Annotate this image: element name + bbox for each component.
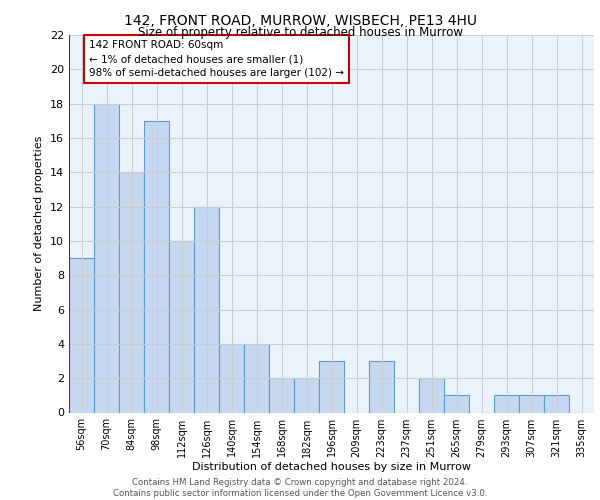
Bar xyxy=(294,378,319,412)
Bar xyxy=(444,396,469,412)
Bar xyxy=(194,206,219,412)
Bar xyxy=(269,378,294,412)
Bar xyxy=(519,396,544,412)
Bar xyxy=(94,104,119,412)
X-axis label: Distribution of detached houses by size in Murrow: Distribution of detached houses by size … xyxy=(192,462,471,472)
Bar xyxy=(494,396,519,412)
Bar xyxy=(544,396,569,412)
Bar xyxy=(319,361,344,412)
Text: 142, FRONT ROAD, MURROW, WISBECH, PE13 4HU: 142, FRONT ROAD, MURROW, WISBECH, PE13 4… xyxy=(124,14,476,28)
Bar xyxy=(119,172,144,412)
Bar xyxy=(219,344,244,412)
Bar xyxy=(244,344,269,412)
Text: 142 FRONT ROAD: 60sqm
← 1% of detached houses are smaller (1)
98% of semi-detach: 142 FRONT ROAD: 60sqm ← 1% of detached h… xyxy=(89,40,344,78)
Bar xyxy=(419,378,444,412)
Text: Contains HM Land Registry data © Crown copyright and database right 2024.
Contai: Contains HM Land Registry data © Crown c… xyxy=(113,478,487,498)
Bar xyxy=(169,241,194,412)
Bar xyxy=(369,361,394,412)
Bar xyxy=(144,121,169,412)
Text: Size of property relative to detached houses in Murrow: Size of property relative to detached ho… xyxy=(137,26,463,39)
Y-axis label: Number of detached properties: Number of detached properties xyxy=(34,136,44,312)
Bar xyxy=(69,258,94,412)
